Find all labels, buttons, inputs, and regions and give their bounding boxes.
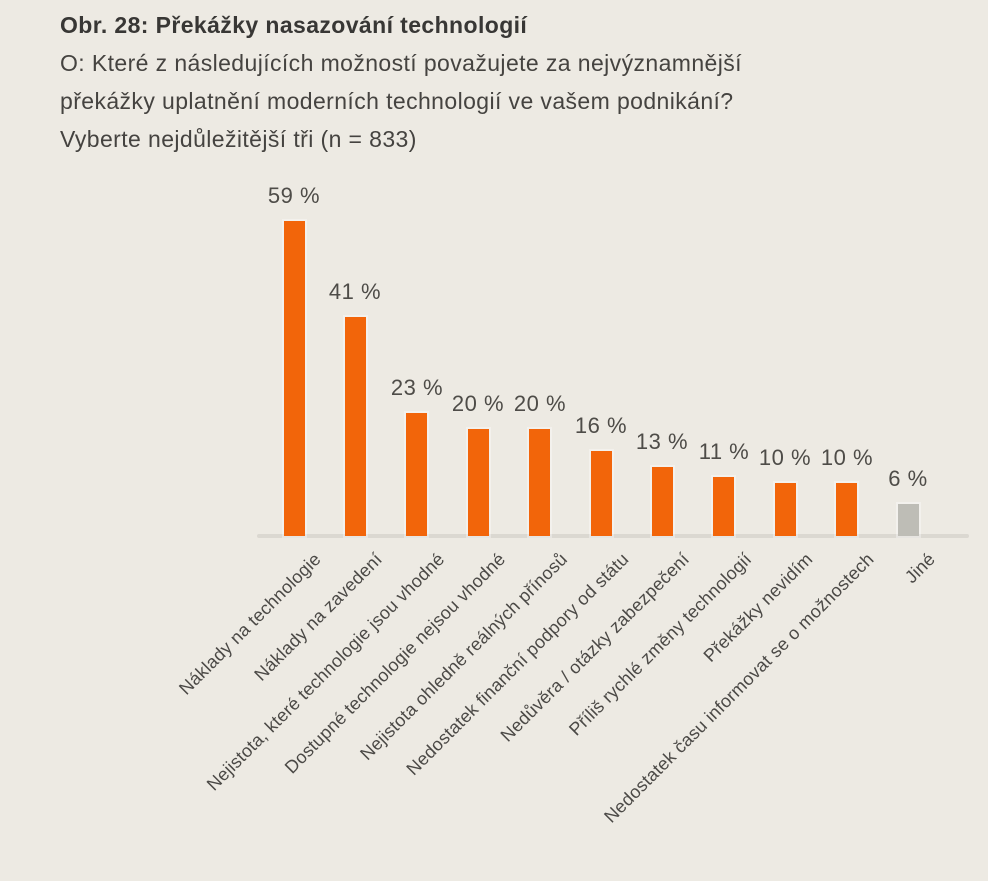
bar-2 bbox=[345, 317, 366, 536]
bar-5 bbox=[529, 429, 550, 536]
bar-10 bbox=[836, 483, 857, 536]
figure-title: Obr. 28: Překážky nasazování technologií bbox=[60, 12, 528, 38]
bar-value-label-7: 13 % bbox=[635, 429, 689, 454]
bar-value-label-11: 6 % bbox=[888, 466, 928, 491]
figure-question-line-2: překážky uplatnění moderních technologií… bbox=[60, 88, 734, 114]
x-axis-label-6: Nedostatek finanční podpory od státu bbox=[402, 549, 633, 780]
bar-3 bbox=[406, 413, 427, 536]
bar-7 bbox=[652, 467, 673, 536]
bar-1 bbox=[284, 221, 305, 536]
bar-value-label-3: 23 % bbox=[390, 375, 444, 400]
x-axis-label-4: Dostupné technologie nejsou vhodné bbox=[280, 549, 510, 778]
bar-value-label-6: 16 % bbox=[574, 413, 628, 438]
bar-9 bbox=[775, 483, 796, 536]
figure-header: Obr. 28: Překážky nasazování technologií… bbox=[60, 6, 960, 158]
bar-4 bbox=[468, 429, 489, 536]
bar-value-label-4: 20 % bbox=[451, 391, 505, 416]
x-axis-label-9: Překážky nevidím bbox=[699, 549, 817, 666]
bar-6 bbox=[591, 451, 612, 536]
bar-value-label-2: 41 % bbox=[328, 279, 382, 304]
figure-question-line-3: Vyberte nejdůležitější tři (n = 833) bbox=[60, 126, 417, 152]
bar-11 bbox=[898, 504, 919, 536]
x-axis-label-11: Jiné bbox=[901, 549, 940, 588]
x-axis-line bbox=[257, 534, 969, 538]
bar-value-label-8: 11 % bbox=[698, 439, 750, 464]
figure-question-line-1: O: Které z následujících možností považu… bbox=[60, 50, 742, 76]
bar-value-label-9: 10 % bbox=[758, 445, 812, 470]
bar-value-label-5: 20 % bbox=[513, 391, 567, 416]
bar-value-label-1: 59 % bbox=[267, 183, 321, 208]
bar-value-label-10: 10 % bbox=[820, 445, 874, 470]
bar-8 bbox=[713, 477, 734, 536]
